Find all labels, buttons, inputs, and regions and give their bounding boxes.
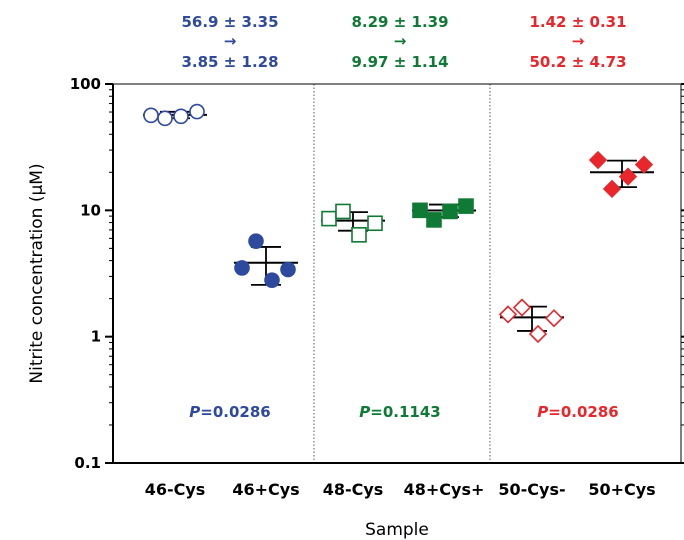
y-tick-label: 0.1 <box>74 454 101 472</box>
x-category-labels: 46-Cys 46+Cys 48-Cys 48+Cys+ 50-Cys- 50+Cys <box>145 480 656 499</box>
p-value-label: P=0.0286 <box>537 403 618 421</box>
annotation-before: 56.9 ± 3.35 <box>181 13 278 31</box>
data-point <box>618 167 638 186</box>
data-point <box>351 227 367 243</box>
data-point <box>512 298 532 317</box>
x-category-label: 46-Cys <box>145 480 206 499</box>
x-category-label: 48-Cys <box>323 480 384 499</box>
y-tick-label: 10 <box>80 201 101 219</box>
annotation-after: 50.2 ± 4.73 <box>529 53 626 71</box>
group-separators <box>313 84 491 463</box>
annotation-before: 8.29 ± 1.39 <box>351 13 448 31</box>
data-points <box>143 103 654 344</box>
annotation-after: 9.97 ± 1.14 <box>351 53 448 71</box>
data-point <box>321 210 337 227</box>
data-point <box>335 203 351 220</box>
data-point <box>264 272 280 288</box>
x-axis-title: Sample <box>365 520 429 540</box>
annotation-arrow: → <box>572 32 585 50</box>
data-point <box>426 212 442 228</box>
annotation-before: 1.42 ± 0.31 <box>529 13 626 31</box>
annotation-after: 3.85 ± 1.28 <box>181 53 278 71</box>
p-value-label: P=0.0286 <box>189 403 270 421</box>
data-point <box>189 103 205 120</box>
data-point <box>234 260 250 276</box>
data-point <box>602 179 622 198</box>
data-point <box>588 150 608 170</box>
x-category-label: 46+Cys <box>232 480 299 499</box>
data-point <box>367 215 383 232</box>
data-point <box>248 233 264 249</box>
data-point <box>173 108 189 125</box>
data-point <box>634 155 654 174</box>
x-category-label: 50+Cys <box>588 480 655 499</box>
data-point <box>458 198 474 214</box>
y-axis-title: Nitrite concentration (µM) <box>27 163 47 383</box>
annotation-arrow: → <box>394 32 407 50</box>
data-point <box>528 324 548 344</box>
data-point <box>544 309 564 328</box>
data-point <box>498 305 518 324</box>
p-value-label: P=0.1143 <box>359 403 440 421</box>
data-point <box>157 110 173 127</box>
data-point <box>442 203 458 220</box>
x-category-label: 48+Cys+ <box>404 480 485 499</box>
data-point <box>412 202 428 219</box>
y-ticks: 0.1 1 10 100 <box>70 75 684 472</box>
y-tick-label: 100 <box>70 75 101 93</box>
axes <box>112 83 682 464</box>
x-category-label: 50-Cys- <box>498 480 565 499</box>
y-tick-label: 1 <box>91 328 101 346</box>
data-point <box>143 107 159 124</box>
data-point <box>280 261 296 278</box>
annotation-arrow: → <box>224 32 237 50</box>
mean-sd-bars <box>143 110 654 332</box>
